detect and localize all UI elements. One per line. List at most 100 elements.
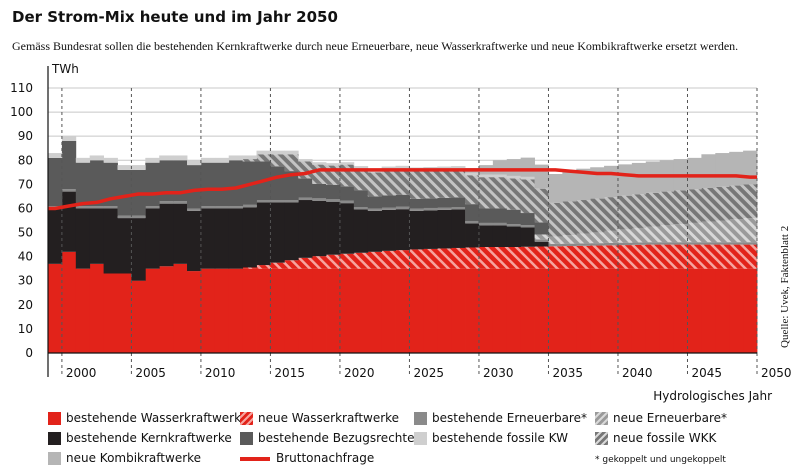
area-segment-bestehende_fossile_kw — [284, 150, 299, 155]
legend-swatch — [414, 412, 427, 425]
area-segment-neue_erneuerbare — [729, 219, 744, 243]
area-segment-neue_wasserkraftwerke — [520, 246, 535, 269]
area-segment-bestehende_bezugsrechte — [534, 222, 549, 235]
area-segment-bestehende_erneuerbare — [200, 206, 216, 209]
area-segment-bestehende_wasserkraftwerke — [631, 268, 647, 353]
area-segment-bestehende_erneuerbare — [409, 208, 424, 211]
area-segment-bestehende_fossile_kw — [173, 155, 188, 161]
area-segment-neue_fossile_wkk — [395, 168, 410, 195]
area-segment-bestehende_wasserkraftwerke — [590, 268, 605, 353]
area-segment-bestehende_erneuerbare — [673, 242, 688, 245]
area-segment-bestehende_fossile_kw — [381, 166, 396, 169]
area-segment-bestehende_erneuerbare — [631, 242, 647, 245]
area-segment-neue_fossile_wkk — [729, 185, 744, 220]
series-bestehende_wasserkraftwerke — [48, 251, 758, 353]
area-segment-bestehende_erneuerbare — [520, 225, 535, 228]
area-segment-neue_fossile_wkk — [423, 169, 438, 199]
area-segment-bestehende_wasserkraftwerke — [659, 268, 674, 353]
y-tick-label: 60 — [18, 201, 33, 215]
area-segment-bestehende_wasserkraftwerke — [506, 268, 522, 353]
area-segment-bestehende_wasserkraftwerke — [492, 268, 508, 353]
x-tick-label: 2050 — [761, 366, 792, 380]
area-segment-bestehende_wasserkraftwerke — [437, 268, 452, 353]
area-segment-bestehende_erneuerbare — [492, 222, 508, 226]
area-segment-bestehende_bezugsrechte — [89, 160, 105, 207]
area-segment-bestehende_fossile_kw — [339, 162, 355, 165]
area-segment-neue_fossile_wkk — [242, 159, 257, 162]
area-segment-neue_erneuerbare — [548, 236, 563, 244]
area-segment-bestehende_wasserkraftwerke — [409, 268, 424, 353]
x-tick-label: 2035 — [552, 366, 583, 380]
area-segment-neue_fossile_wkk — [381, 168, 396, 196]
area-segment-neue_fossile_wkk — [451, 168, 466, 198]
area-segment-neue_erneuerbare — [617, 229, 633, 243]
area-segment-neue_fossile_wkk — [701, 187, 716, 222]
area-segment-bestehende_kernkraftwerke — [242, 207, 257, 268]
area-segment-bestehende_fossile_kw — [145, 157, 160, 163]
area-segment-bestehende_kernkraftwerke — [423, 210, 438, 249]
y-tick-label: 110 — [10, 81, 33, 95]
area-segment-bestehende_wasserkraftwerke — [673, 268, 688, 353]
area-segment-neue_erneuerbare — [562, 235, 577, 244]
area-segment-neue_wasserkraftwerke — [590, 245, 605, 269]
area-segment-bestehende_fossile_kw — [131, 165, 146, 170]
area-segment-neue_fossile_wkk — [631, 194, 647, 228]
area-segment-bestehende_kernkraftwerke — [409, 210, 424, 250]
area-segment-neue_wasserkraftwerke — [492, 247, 508, 269]
legend-label: bestehende Kernkraftwerke — [66, 431, 232, 445]
area-segment-bestehende_wasserkraftwerke — [423, 268, 438, 353]
area-segment-bestehende_kernkraftwerke — [437, 209, 452, 249]
area-segment-bestehende_wasserkraftwerke — [270, 268, 285, 353]
area-segment-bestehende_fossile_kw — [159, 155, 174, 161]
legend-footnote: * gekoppelt und ungekoppelt — [595, 455, 726, 465]
area-segment-bestehende_wasserkraftwerke — [687, 268, 702, 353]
legend-label: neue Wasserkraftwerke — [258, 411, 400, 425]
area-segment-bestehende_fossile_kw — [506, 175, 522, 179]
x-tick-label: 2000 — [66, 366, 97, 380]
area-segment-neue_fossile_wkk — [562, 201, 577, 236]
area-segment-neue_erneuerbare — [673, 224, 688, 243]
legend-swatch — [240, 412, 253, 425]
y-tick-label: 70 — [18, 177, 33, 191]
area-segment-neue_fossile_wkk — [604, 197, 619, 231]
area-segment-bestehende_erneuerbare — [659, 242, 674, 245]
area-segment-bestehende_wasserkraftwerke — [61, 251, 77, 353]
area-segment-bestehende_wasserkraftwerke — [159, 266, 174, 353]
area-segment-bestehende_erneuerbare — [214, 206, 230, 209]
y-tick-label: 30 — [18, 274, 33, 288]
area-segment-bestehende_bezugsrechte — [187, 165, 202, 209]
area-segment-bestehende_fossile_kw — [242, 155, 257, 160]
area-segment-neue_fossile_wkk — [673, 190, 688, 225]
area-segment-neue_erneuerbare — [631, 227, 647, 243]
area-segment-bestehende_wasserkraftwerke — [395, 268, 410, 353]
area-segment-bestehende_kernkraftwerke — [506, 226, 522, 247]
area-segment-bestehende_kernkraftwerke — [131, 218, 146, 281]
area-segment-neue_fossile_wkk — [590, 198, 605, 233]
area-segment-bestehende_kernkraftwerke — [145, 208, 160, 269]
y-tick-label: 10 — [18, 322, 33, 336]
area-segment-bestehende_wasserkraftwerke — [75, 268, 91, 353]
area-segment-bestehende_fossile_kw — [326, 163, 341, 166]
area-segment-bestehende_erneuerbare — [312, 198, 327, 201]
area-segment-bestehende_kernkraftwerke — [395, 209, 410, 251]
area-segment-bestehende_wasserkraftwerke — [89, 263, 105, 353]
area-segment-bestehende_bezugsrechte — [200, 162, 216, 207]
area-segment-bestehende_wasserkraftwerke — [312, 268, 327, 353]
area-segment-bestehende_wasserkraftwerke — [478, 268, 494, 353]
x-tick-label: 2030 — [483, 366, 514, 380]
area-segment-bestehende_erneuerbare — [423, 207, 438, 211]
area-segment-bestehende_erneuerbare — [687, 242, 702, 245]
area-segment-neue_erneuerbare — [645, 226, 661, 243]
x-tick-label: 2025 — [413, 366, 444, 380]
area-segment-bestehende_fossile_kw — [48, 153, 63, 158]
area-segment-neue_fossile_wkk — [270, 154, 285, 167]
area-segment-bestehende_kernkraftwerke — [48, 208, 63, 264]
area-segment-bestehende_kernkraftwerke — [214, 208, 230, 269]
area-segment-neue_fossile_wkk — [617, 195, 633, 230]
area-segment-neue_wasserkraftwerke — [395, 250, 410, 269]
area-segment-bestehende_erneuerbare — [729, 242, 744, 245]
area-segment-bestehende_kernkraftwerke — [367, 210, 383, 252]
area-segment-bestehende_kernkraftwerke — [228, 208, 244, 269]
area-segment-bestehende_bezugsrechte — [520, 213, 535, 226]
